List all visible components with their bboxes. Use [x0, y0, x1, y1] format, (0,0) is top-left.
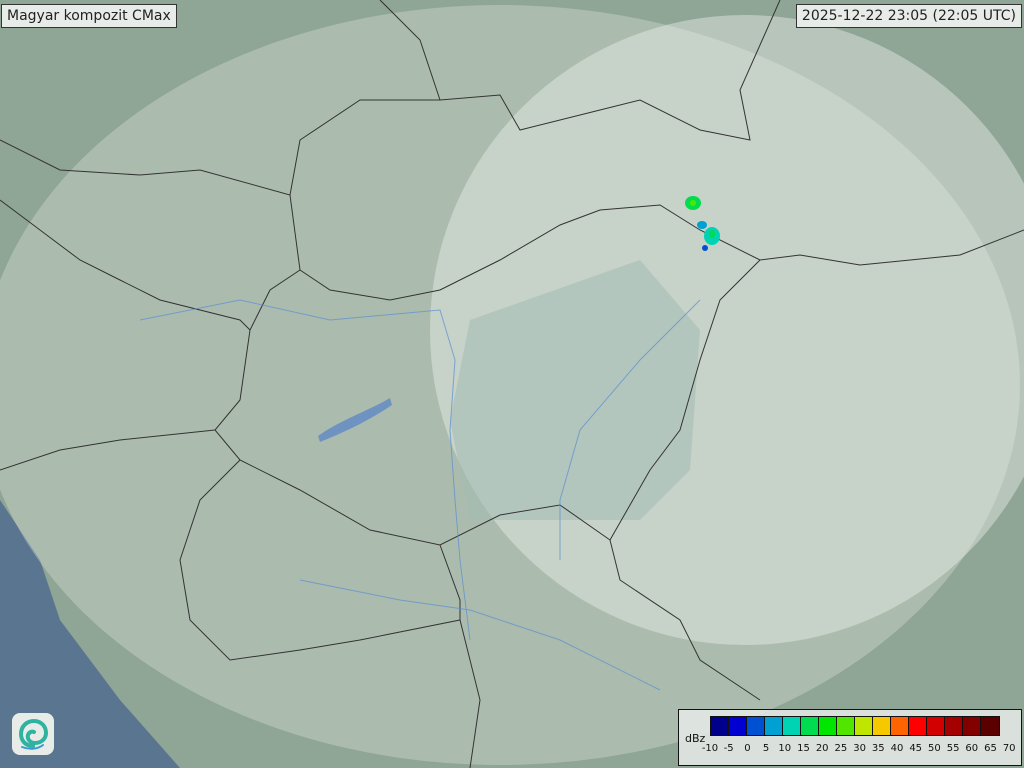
- legend-swatch: [711, 717, 729, 735]
- legend-swatch: [909, 717, 927, 735]
- legend-swatch: [837, 717, 855, 735]
- precipitation-echoes: [685, 196, 720, 251]
- dbz-legend: dBz -10 -5 0 5 10 15 20 25 30 35 40 45 50 55 60 65 70: [678, 709, 1022, 766]
- legend-tick-label: 30: [853, 743, 866, 754]
- legend-swatch: [891, 717, 909, 735]
- swirl-logo-icon: [12, 713, 54, 755]
- product-title: Magyar kompozit CMax: [1, 4, 177, 28]
- legend-swatch: [801, 717, 819, 735]
- legend-tick-label: 45: [909, 743, 923, 754]
- legend-swatch: [819, 717, 837, 735]
- legend-swatch: [927, 717, 945, 735]
- lake-balaton: [318, 398, 392, 442]
- legend-tick-label: 0: [744, 743, 751, 754]
- great-plain: [450, 260, 700, 520]
- adriatic-sea: [0, 500, 180, 768]
- legend-tick-label: -5: [723, 743, 734, 754]
- legend-tick-label: -10: [701, 743, 719, 754]
- legend-tick-label: 60: [965, 743, 979, 754]
- timestamp: 2025-12-22 23:05 (22:05 UTC): [795, 4, 1022, 28]
- legend-swatch: [945, 717, 963, 735]
- legend-color-bar: [710, 716, 1000, 736]
- legend-swatch: [873, 717, 891, 735]
- legend-ticks: -10 -5 0 5 10 15 20 25 30 35 40 45 50 55 60 65 70: [697, 743, 1017, 757]
- legend-tick-label: 25: [834, 743, 848, 754]
- legend-swatch: [963, 717, 981, 735]
- legend-tick-label: 20: [815, 743, 829, 754]
- legend-tick-label: 5: [762, 743, 770, 754]
- legend-swatch: [981, 717, 999, 735]
- legend-tick-label: 50: [928, 743, 941, 754]
- legend-swatch: [729, 717, 747, 735]
- legend-swatch: [855, 717, 873, 735]
- legend-swatch: [765, 717, 783, 735]
- legend-tick-label: 35: [871, 743, 885, 754]
- rivers: [139, 299, 701, 691]
- legend-tick-label: 65: [984, 743, 997, 754]
- legend-tick-label: 40: [890, 743, 904, 754]
- legend-swatch: [783, 717, 801, 735]
- legend-tick-label: 15: [797, 743, 810, 754]
- legend-tick-label: 70: [1002, 743, 1016, 754]
- legend-tick-label: 55: [946, 743, 960, 754]
- legend-tick-label: 10: [778, 743, 792, 754]
- legend-unit: dBz: [685, 732, 706, 745]
- legend-swatch: [747, 717, 765, 735]
